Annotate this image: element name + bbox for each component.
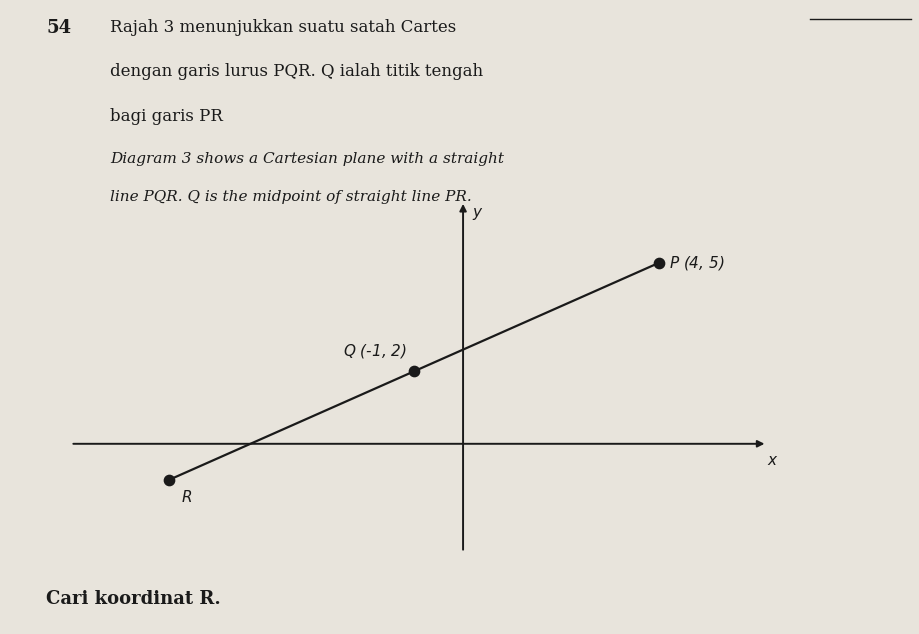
Text: y: y	[471, 205, 481, 220]
Text: line PQR. Q is the midpoint of straight line PR.: line PQR. Q is the midpoint of straight …	[110, 190, 471, 204]
Text: 54: 54	[46, 19, 71, 37]
Text: Cari koordinat R.: Cari koordinat R.	[46, 590, 221, 607]
Text: $R$: $R$	[181, 489, 192, 505]
Text: $P$ (4, 5): $P$ (4, 5)	[668, 254, 724, 271]
Text: x: x	[766, 453, 776, 468]
Point	[161, 475, 176, 485]
Point	[652, 257, 666, 268]
Text: dengan garis lurus PQR. Q ialah titik tengah: dengan garis lurus PQR. Q ialah titik te…	[110, 63, 483, 81]
Point	[406, 366, 421, 377]
Text: $Q$ (-1, 2): $Q$ (-1, 2)	[343, 342, 406, 361]
Text: Diagram 3 shows a Cartesian plane with a straight: Diagram 3 shows a Cartesian plane with a…	[110, 152, 504, 166]
Text: Rajah 3 menunjukkan suatu satah Cartes: Rajah 3 menunjukkan suatu satah Cartes	[110, 19, 456, 36]
Text: bagi garis PR: bagi garis PR	[110, 108, 223, 125]
